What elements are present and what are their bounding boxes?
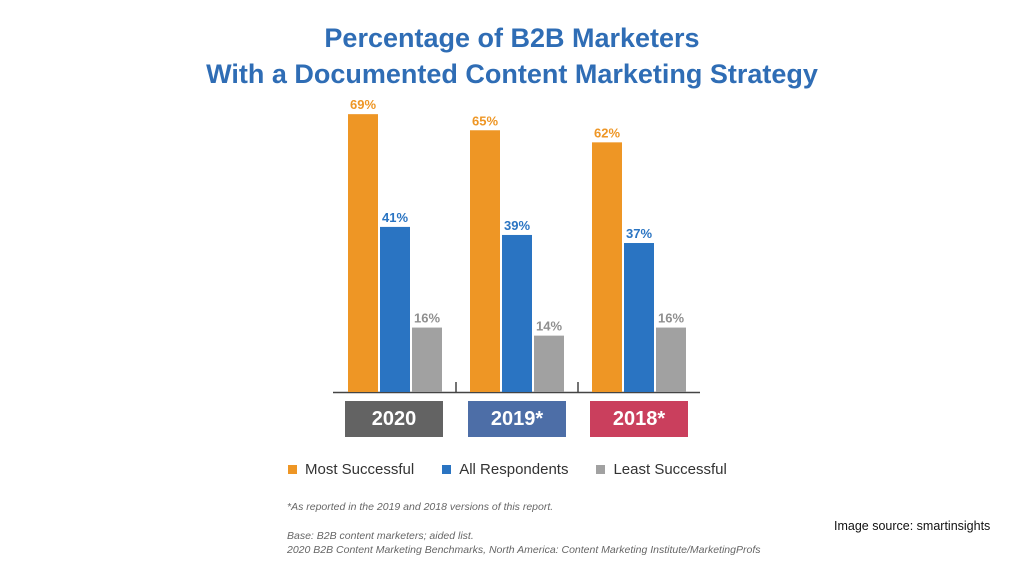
category-label-2019: 2019*	[468, 401, 566, 437]
legend-swatch-most-successful	[288, 465, 297, 474]
legend-item-least-successful: Least Successful	[596, 461, 727, 478]
legend-label-most-successful: Most Successful	[305, 461, 415, 478]
chart-title: Percentage of B2B Marketers	[324, 23, 700, 53]
bar-least-successful-2020	[412, 327, 442, 392]
data-label-least-successful-2019: 14%	[536, 319, 562, 334]
chart-legend: Most Successful All Respondents Least Su…	[288, 461, 755, 478]
category-label-2018: 2018*	[590, 401, 688, 437]
legend-item-most-successful: Most Successful	[288, 461, 414, 478]
bar-most-successful-2019	[470, 130, 500, 392]
data-label-most-successful-2018: 62%	[594, 125, 620, 140]
bar-all-respondents-2018	[624, 243, 654, 392]
bar-all-respondents-2019	[502, 234, 532, 392]
base-note: Base: B2B content marketers; aided list.	[287, 530, 474, 542]
category-label-2020: 2020	[345, 401, 443, 437]
data-label-most-successful-2019: 65%	[472, 113, 498, 128]
data-label-all-respondents-2019: 39%	[504, 218, 530, 233]
bar-most-successful-2018	[592, 142, 622, 392]
bar-least-successful-2018	[656, 327, 686, 392]
chart-subtitle: With a Documented Content Marketing Stra…	[206, 59, 818, 89]
legend-item-all-respondents: All Respondents	[442, 461, 568, 478]
legend-swatch-all-respondents	[442, 465, 452, 474]
source-note: 2020 B2B Content Marketing Benchmarks, N…	[287, 544, 761, 556]
legend-label-least-successful: Least Successful	[613, 461, 727, 478]
legend-label-all-respondents: All Respondents	[459, 461, 569, 478]
bar-least-successful-2019	[534, 335, 564, 392]
legend-swatch-least-successful	[596, 465, 606, 474]
bar-most-successful-2020	[348, 114, 378, 392]
data-label-most-successful-2020: 69%	[350, 97, 376, 112]
footnote: *As reported in the 2019 and 2018 versio…	[287, 501, 554, 513]
data-label-all-respondents-2018: 37%	[626, 226, 652, 241]
bar-all-respondents-2020	[380, 226, 410, 392]
data-label-least-successful-2018: 16%	[658, 311, 684, 326]
data-label-all-respondents-2020: 41%	[382, 210, 408, 225]
image-credit: Image source: smartinsights	[834, 519, 991, 533]
data-label-least-successful-2020: 16%	[414, 311, 440, 326]
